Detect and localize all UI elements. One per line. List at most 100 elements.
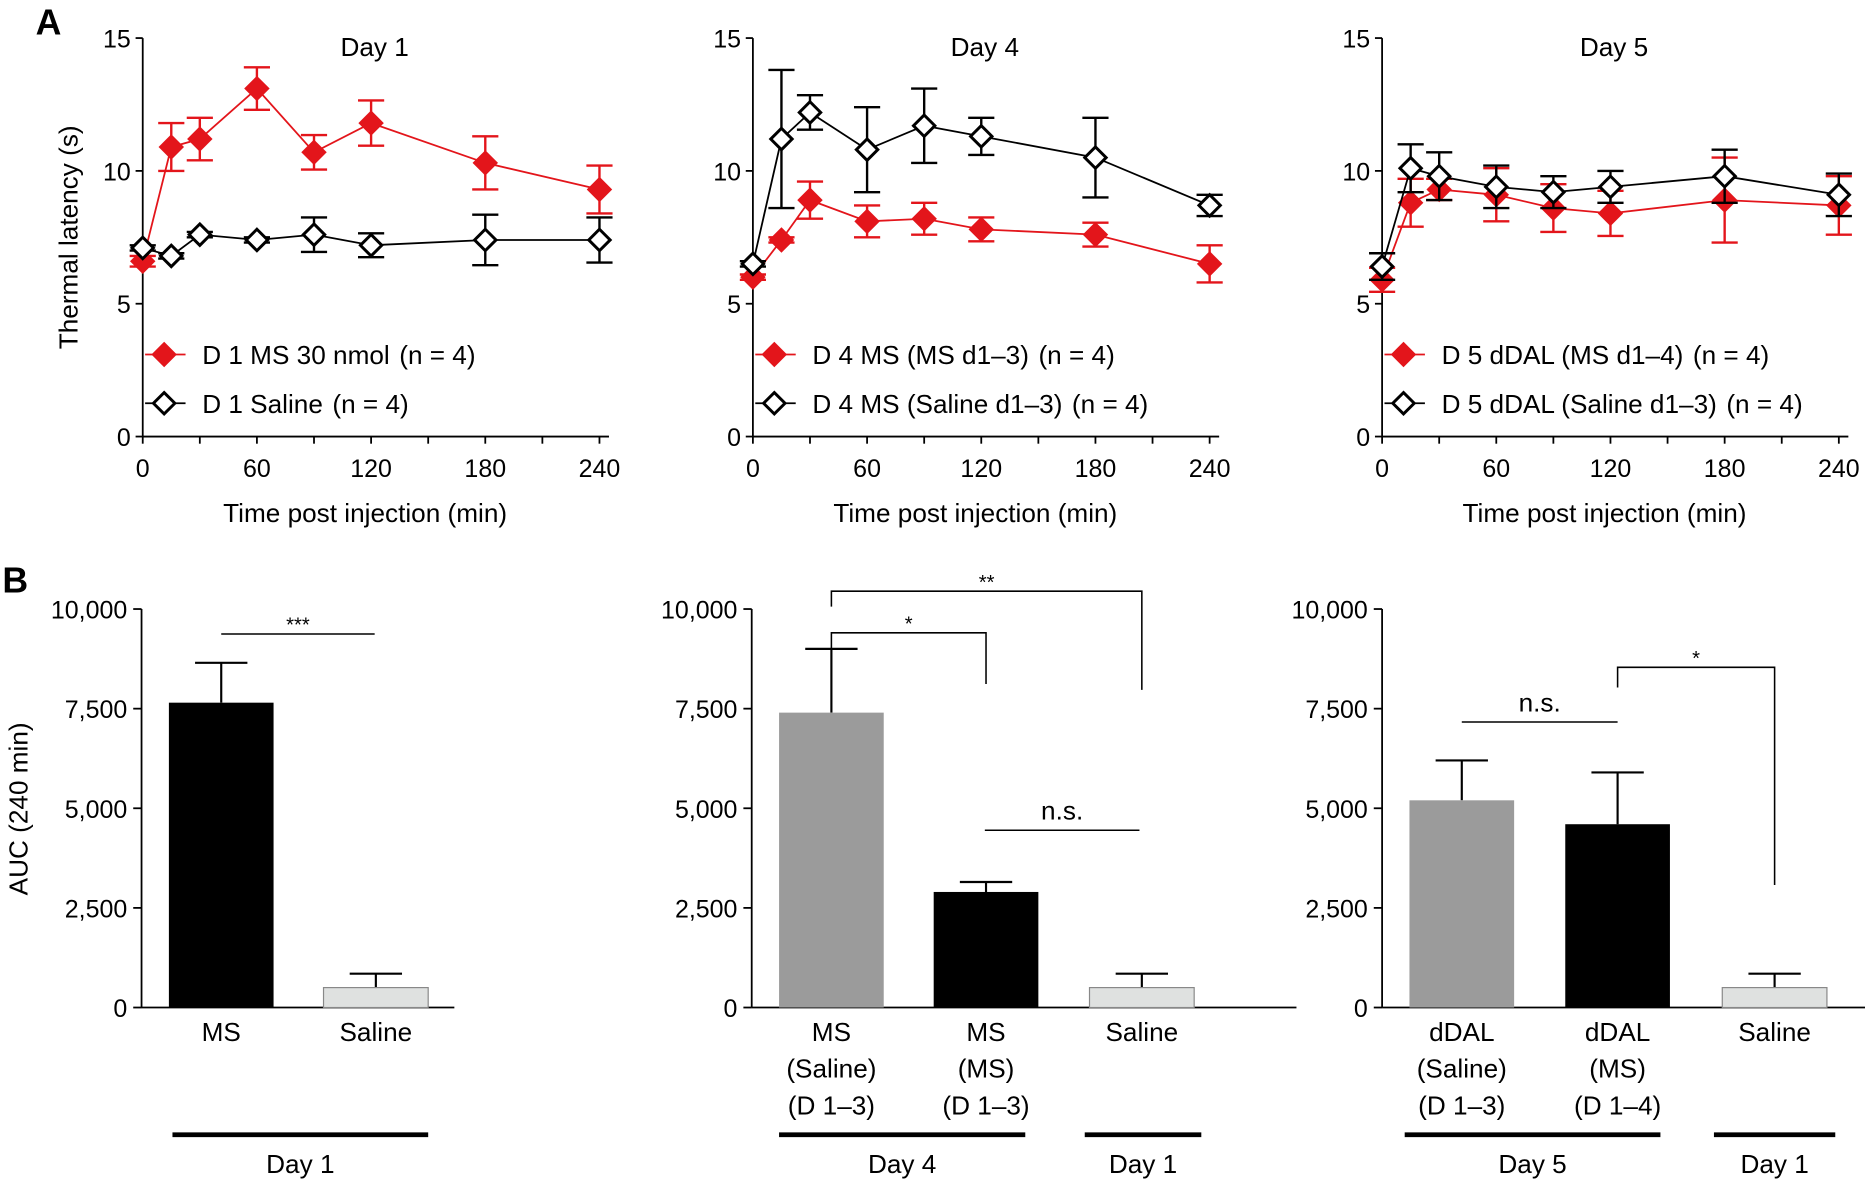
data-point [854,208,880,235]
legend-open-diamond-icon [1390,390,1417,417]
legend-series-name: D 4 MS (MS d1–3) [812,340,1029,370]
data-point [1369,253,1395,280]
legend-series-name: D 5 dDAL (Saline d1–3) [1442,389,1717,419]
significance-bracket [1616,666,1776,885]
legend-series-name: D 4 MS (Saline d1–3) [812,389,1062,419]
legend-open-diamond-icon [761,390,788,417]
y-tick-label: 0 [113,995,127,1023]
x-tick-label: 240 [579,455,621,483]
data-point [911,205,937,232]
legend-label: D 1 Saline (n = 4) [202,389,409,419]
y-tick-label: 7,500 [1305,696,1367,724]
bar [779,712,884,1008]
legend-label: D 4 MS (MS d1–3) (n = 4) [812,340,1114,370]
panel-label-b: B [2,560,28,600]
data-point [1196,251,1223,277]
series-2: D 5 dDAL (Saline d1–3) (n = 4) [1369,143,1852,419]
error-bar [805,647,858,713]
category-label: dDAL [1429,1017,1494,1047]
x-tick-label: 0 [746,455,760,483]
y-tick-label: 0 [117,424,131,452]
legend-n-label: (n = 4) [399,340,475,370]
y-tick-label: 0 [727,424,741,452]
legend-series-name: D 1 MS 30 nmol [202,340,390,370]
data-point [1082,144,1109,171]
legend-filled-diamond-icon [1390,341,1417,368]
x-tick-label: 180 [464,455,506,483]
data-point [1597,174,1624,200]
series-2: D 4 MS (Saline d1–3) (n = 4) [739,68,1223,419]
category-label: (D 1–3) [942,1091,1029,1121]
group-label: Day 1 [266,1149,334,1179]
legend-filled-diamond-icon [761,341,788,368]
bar [933,891,1039,1008]
x-axis-label: Time post injection (min) [1463,498,1747,528]
line-chart-1: 0 5 10 15 0 60 120 180 240 Time post injection (m… [53,26,620,529]
error-bar [1748,972,1801,988]
category-label: dDAL [1585,1017,1650,1047]
legend-n-label: (n = 4) [1072,389,1148,419]
category-label: (D 1–3) [1418,1091,1505,1121]
x-tick-label: 180 [1075,455,1117,483]
data-point [1082,221,1109,248]
y-tick-label: 0 [724,995,738,1023]
x-axis-label: Time post injection (min) [833,498,1117,528]
category-label: MS [966,1017,1005,1047]
series-1: D 4 MS (MS d1–3) (n = 4) [739,180,1223,370]
legend-open-diamond-icon [151,390,177,417]
data-point [1483,174,1510,200]
x-tick-label: 60 [243,455,271,483]
data-point [854,136,880,163]
x-tick-label: 240 [1189,455,1231,483]
data-point [586,176,613,203]
y-tick-label: 10,000 [51,597,127,625]
y-tick-label: 10,000 [661,597,737,625]
data-point [129,235,156,261]
data-point [586,227,613,253]
y-tick-label: 5,000 [65,796,127,824]
data-point [187,126,213,152]
y-tick-label: 2,500 [65,895,127,923]
x-axis-label: Time post injection (min) [223,498,507,528]
x-tick-label: 180 [1704,455,1746,483]
x-tick-label: 60 [1482,455,1510,483]
data-point [158,134,185,160]
legend-label: D 1 MS 30 nmol (n = 4) [202,340,475,370]
error-bar [349,972,403,988]
data-point [797,187,823,213]
y-tick-label: 5 [117,291,131,319]
y-tick-label: 15 [713,26,741,54]
y-tick-label: 15 [1342,26,1370,54]
panel-label-a: A [36,2,62,42]
y-tick-label: 5 [1356,291,1370,319]
group-label: Day 5 [1498,1149,1566,1179]
y-tick-label: 5 [727,291,741,319]
data-point [129,248,156,274]
data-point [1397,155,1424,182]
data-point [1426,163,1452,190]
data-point [968,123,995,150]
data-point [472,227,499,253]
data-point [1397,190,1424,216]
significance-label: n.s. [1041,796,1083,826]
bar-chart-2: 0 2,500 5,000 7,500 10,000 MS (Saline) (D 1–3) M… [661,572,1297,1179]
y-tick-label: 10 [103,158,131,186]
y-tick-label: 10 [713,158,741,186]
legend-n-label: (n = 4) [1693,340,1769,370]
data-point [768,227,795,253]
data-point [244,75,270,102]
chart-title: Day 4 [951,32,1019,62]
data-point [768,126,795,152]
x-tick-label: 120 [350,455,392,483]
error-bar [1435,759,1488,801]
category-label: (Saline) [786,1054,876,1084]
line-chart-2: 0 5 10 15 0 60 120 180 240 Time post injection (m… [713,26,1230,529]
category-label: (MS) [1589,1054,1646,1084]
data-point [1711,163,1738,190]
chart-title: Day 1 [341,32,409,62]
data-point [472,150,499,176]
category-label: MS [812,1017,851,1047]
x-tick-label: 240 [1818,455,1860,483]
data-point [1826,181,1852,208]
